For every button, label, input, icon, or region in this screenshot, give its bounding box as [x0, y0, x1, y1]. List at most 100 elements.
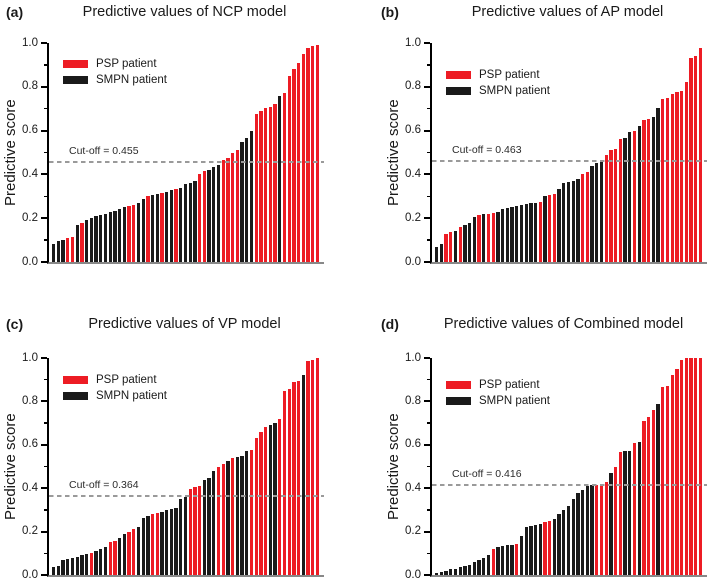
bar	[66, 237, 70, 262]
y-minor-tick	[44, 509, 48, 511]
y-minor-tick	[427, 465, 431, 468]
legend: PSP patient SMPN patient	[63, 374, 167, 406]
bar	[505, 208, 509, 262]
bar	[444, 570, 448, 575]
bar	[496, 546, 500, 575]
bar	[127, 206, 131, 262]
bar	[614, 466, 618, 575]
bar	[259, 110, 263, 262]
panel-letter: (a)	[6, 4, 24, 20]
y-tick-label: 0.6	[22, 438, 38, 451]
bar	[500, 209, 505, 262]
bar	[183, 496, 188, 575]
bar	[646, 416, 651, 575]
cutoff-line	[49, 495, 324, 497]
y-tick	[424, 85, 430, 88]
bar	[212, 470, 216, 575]
bar	[670, 375, 674, 575]
bar	[595, 163, 599, 262]
bar	[89, 218, 93, 262]
bar	[661, 98, 665, 262]
bar	[675, 368, 679, 575]
bar	[472, 217, 476, 262]
bar	[188, 183, 192, 262]
bar	[117, 209, 122, 262]
bar	[136, 527, 141, 575]
bar	[623, 138, 627, 262]
bar	[296, 380, 301, 575]
bar	[491, 212, 495, 262]
y-tick	[41, 173, 47, 176]
bar	[632, 130, 637, 262]
y-tick-label: 0.8	[405, 394, 421, 407]
bar	[562, 509, 566, 575]
bar	[249, 130, 254, 262]
bar	[486, 555, 491, 575]
y-tick-label: 0.8	[405, 80, 421, 93]
bar	[165, 509, 169, 575]
y-minor-tick	[44, 151, 48, 154]
legend-row-smpn: SMPN patient	[63, 74, 167, 86]
bar	[496, 211, 500, 262]
bar	[500, 545, 505, 575]
bar	[515, 543, 519, 575]
bar	[519, 535, 524, 575]
y-tick-label: 0.8	[22, 80, 38, 93]
y-tick-label: 0.6	[405, 438, 421, 451]
bar	[571, 499, 575, 575]
bar	[628, 131, 632, 262]
bar	[216, 466, 221, 575]
y-tick	[424, 574, 430, 576]
bar	[614, 149, 618, 262]
bar	[132, 205, 136, 262]
bar	[249, 450, 254, 575]
y-tick-label: 0.6	[405, 124, 421, 137]
bar	[240, 141, 244, 262]
bar	[273, 104, 277, 262]
bar	[590, 484, 594, 575]
bar	[632, 442, 637, 575]
bar	[245, 138, 249, 262]
bar	[103, 213, 108, 262]
bar	[198, 174, 202, 262]
bar	[439, 571, 443, 575]
bar	[155, 513, 159, 575]
bar	[89, 553, 93, 575]
y-tick	[424, 217, 430, 220]
cutoff-label: Cut-off = 0.416	[452, 467, 522, 480]
bar	[235, 456, 239, 575]
cutoff-label: Cut-off = 0.455	[69, 145, 139, 158]
bar	[689, 358, 693, 575]
bar	[533, 202, 538, 262]
y-tick	[41, 85, 47, 88]
bar	[70, 236, 75, 262]
legend-row-smpn: SMPN patient	[446, 395, 550, 407]
bar	[207, 170, 211, 262]
panel-title: Predictive values of Combined model	[443, 316, 684, 332]
y-tick-label: 1.0	[22, 351, 38, 364]
smpn-legend-label: SMPN patient	[479, 85, 550, 97]
bar	[590, 165, 594, 262]
panel-b: (b) Predictive values of AP model Predic…	[355, 0, 709, 290]
y-minor-tick	[427, 239, 431, 241]
bar	[231, 457, 235, 575]
legend-row-smpn: SMPN patient	[63, 390, 167, 402]
bar	[84, 220, 89, 262]
bar	[552, 518, 557, 575]
smpn-legend-label: SMPN patient	[96, 74, 167, 86]
bar	[94, 216, 98, 262]
plot-area: PSP patient SMPN patient Cut-off = 0.416…	[405, 352, 707, 581]
bar	[311, 46, 315, 262]
bar	[510, 207, 514, 262]
bar	[188, 489, 192, 575]
y-minor-tick	[427, 552, 431, 555]
bar	[491, 548, 495, 575]
psp-legend-swatch	[63, 375, 88, 385]
bar	[231, 152, 235, 262]
y-tick-label: 0.6	[22, 124, 38, 137]
bar	[226, 157, 230, 262]
bar	[174, 507, 178, 575]
bar	[99, 548, 103, 575]
bar	[642, 420, 646, 575]
y-minor-tick	[427, 422, 431, 424]
